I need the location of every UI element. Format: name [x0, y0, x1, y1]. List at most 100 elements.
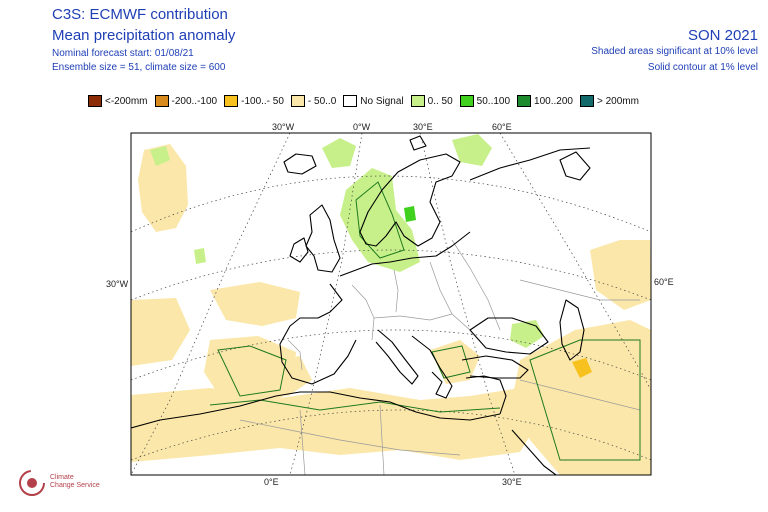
- coast-ireland: [289, 237, 309, 263]
- legend-label: > 200mm: [596, 95, 639, 107]
- top-label-30e: 30°E: [413, 122, 433, 132]
- legend-label: <-200mm: [105, 95, 148, 107]
- russia-wet-patch: [510, 320, 544, 348]
- parallel-mid: [131, 249, 651, 301]
- coast-svalbard: [409, 135, 427, 151]
- graticule-labels: 30°W 0°W 30°E 60°E 0°E 30°E 30°W 60°E: [106, 122, 674, 487]
- legend-swatch: [290, 95, 305, 107]
- coast-arctic-russia: [469, 147, 591, 181]
- legend-swatch: [88, 95, 102, 107]
- legend-label: No Signal: [360, 95, 404, 107]
- coastlines: [131, 135, 591, 475]
- coast-balkans-greece: [411, 335, 453, 399]
- parallel-south: [131, 329, 651, 381]
- legend-swatch: [579, 95, 594, 107]
- coast-italy: [375, 329, 419, 385]
- meridian-30w: [131, 133, 291, 475]
- legend-item: -200..-100: [154, 95, 218, 107]
- season-label: SON 2021: [687, 27, 758, 44]
- coast-biscay-iberia: [279, 283, 357, 385]
- contour-middle-east: [529, 339, 641, 461]
- iran-dry-spot: [572, 358, 592, 378]
- top-label-60e: 60°E: [492, 122, 512, 132]
- legend-label: - 50..0: [307, 95, 337, 107]
- greenland-wet-patch: [150, 146, 170, 166]
- climate-service-icon: [19, 470, 45, 496]
- border-central-europe: [373, 313, 453, 321]
- legend-item: No Signal: [343, 95, 404, 107]
- bottom-label-0e: 0°E: [264, 477, 279, 487]
- right-label-60e: 60°E: [654, 277, 674, 287]
- contour-balkans: [431, 345, 471, 379]
- coast-novaya-zemlya: [559, 151, 591, 181]
- legend-item: > 200mm: [579, 95, 639, 107]
- coast-red-sea: [511, 429, 557, 475]
- north-sea-wet-patch: [322, 138, 356, 168]
- border-russia-west: [451, 239, 501, 331]
- wet-medium-anomaly-regions: [404, 206, 416, 222]
- meridian-0: [289, 133, 363, 475]
- legend-item: 100..200: [517, 95, 573, 107]
- legend-label: -200..-100: [171, 95, 218, 107]
- legend-swatch: [224, 95, 239, 107]
- coast-continent-north: [339, 231, 471, 277]
- ensemble-size-text: Ensemble size = 51, climate size = 600: [52, 62, 226, 73]
- border-north-africa: [239, 419, 461, 456]
- legend-item: <-200mm: [88, 95, 148, 107]
- legend-swatch: [459, 95, 474, 107]
- coast-britain: [305, 204, 341, 273]
- map-frame: [130, 132, 652, 476]
- significance-contour-note: Solid contour at 1% level: [647, 62, 758, 73]
- left-label-30w: 30°W: [106, 279, 129, 289]
- legend-item: - 50..0: [290, 95, 337, 107]
- bottom-label-30e: 30°E: [502, 477, 522, 487]
- map-content: [131, 133, 651, 475]
- middle-east-dry-patch: [512, 320, 651, 475]
- border-eastern-europe: [429, 261, 471, 331]
- legend-swatch: [410, 95, 425, 107]
- iberia-interior-dry-patch: [260, 356, 312, 396]
- barents-wet-patch: [452, 134, 492, 166]
- contour-iberia: [217, 345, 287, 397]
- top-label-30w: 30°W: [272, 122, 295, 132]
- border-germany-poland: [393, 269, 399, 313]
- significance-contours: [209, 181, 641, 461]
- legend-label: 50..100: [476, 95, 511, 107]
- legend-swatch: [343, 95, 358, 107]
- legend-item: 50..100: [459, 95, 511, 107]
- legend-label: -100..- 50: [241, 95, 284, 107]
- logo-line2: Change Service: [50, 482, 100, 489]
- legend-label: 100..200: [534, 95, 573, 107]
- legend-item: -100..- 50: [224, 95, 284, 107]
- logo-line1: Climate: [50, 474, 74, 481]
- meridian-60e: [499, 133, 651, 391]
- coast-scandinavia: [359, 153, 461, 247]
- parallel-far-south: [131, 409, 651, 461]
- west-atlantic-dry-patch: [131, 298, 190, 366]
- coast-north-africa: [131, 391, 501, 429]
- contour-north-africa: [209, 399, 501, 413]
- coast-iceland: [283, 153, 317, 175]
- contour-scandinavia: [355, 181, 405, 259]
- coast-black-sea: [469, 317, 549, 355]
- chart-title: C3S: ECMWF contribution: [52, 6, 228, 23]
- norway-wet-spot: [404, 206, 416, 222]
- legend-swatch: [517, 95, 532, 107]
- central-atlantic-dry-patch: [210, 282, 300, 326]
- border-russia-kazakhstan: [519, 279, 640, 301]
- legend-label: 0.. 50: [427, 95, 453, 107]
- border-middle-east: [519, 379, 641, 411]
- border-france-germany: [351, 284, 375, 341]
- atlantic-wet-spot: [194, 248, 206, 264]
- forecast-start-text: Nominal forecast start: 01/08/21: [52, 48, 194, 59]
- atlantic-dry-patch: [138, 144, 188, 232]
- legend-item: 0.. 50: [410, 95, 453, 107]
- dark-dry-anomaly-regions: [572, 358, 592, 378]
- copernicus-climate-logo: Climate Change Service: [17, 466, 100, 505]
- legend-swatch: [154, 95, 169, 107]
- chart-subtitle: Mean precipitation anomaly: [52, 27, 236, 44]
- dry-anomaly-regions: [131, 144, 651, 475]
- color-legend: <-200mm -200..-100 -100..- 50 - 50..0 No Sig…: [88, 94, 646, 108]
- north-africa-dry-band: [131, 388, 540, 462]
